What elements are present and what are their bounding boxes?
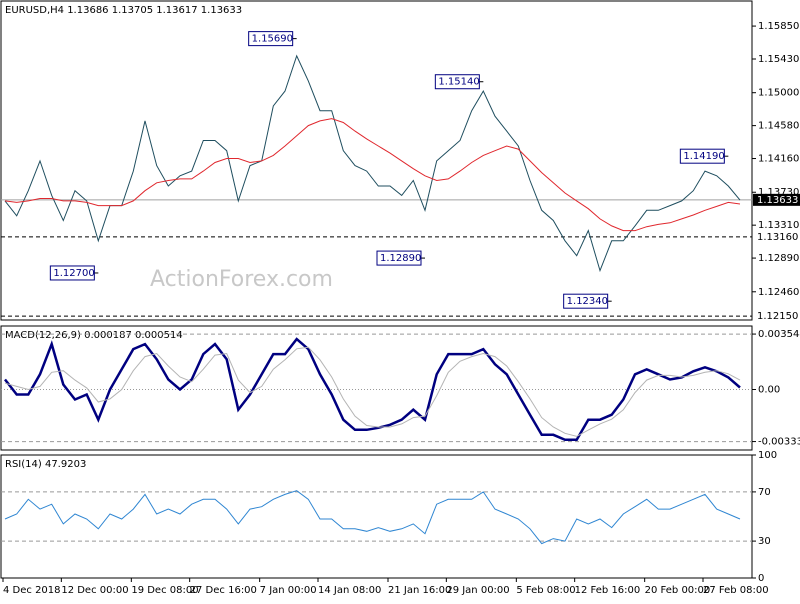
level-label: 1.13633 (757, 195, 798, 206)
y-tick-label: 1.13730 (758, 187, 799, 198)
level-label-box (753, 193, 800, 206)
x-tick-label: 12 Dec 00:00 (61, 585, 128, 596)
x-tick-label: 19 Dec 08:00 (131, 585, 198, 596)
x-tick-label: 21 Jan 16:00 (388, 585, 451, 596)
x-tick-label: 29 Jan 00:00 (446, 585, 509, 596)
watermark: ActionForex.com (150, 267, 333, 292)
x-tick-label: 14 Jan 08:00 (318, 585, 381, 596)
annotation-label: 1.12340 (567, 296, 608, 307)
annotation-label: 1.12700 (53, 268, 94, 279)
y-tick-label: 0.003544 (758, 329, 800, 340)
y-tick-label: 30 (758, 536, 771, 547)
x-tick-label: 12 Feb 16:00 (575, 585, 641, 596)
y-tick-label: 0 (758, 573, 764, 584)
series-line (4, 337, 741, 442)
panel-title: RSI(14) 47.9203 (5, 459, 86, 470)
y-tick-label: -0.003331 (758, 437, 800, 448)
y-tick-label: 0.00 (758, 384, 780, 395)
annotation-label: 1.15690 (252, 34, 293, 45)
annotation-box (679, 148, 725, 164)
y-tick-label: 1.15000 (758, 88, 799, 99)
annotation-box (376, 250, 422, 266)
panel-frame (0, 454, 753, 579)
x-tick-label: 4 Dec 2018 (3, 585, 61, 596)
x-tick-label: 27 Feb 08:00 (703, 585, 769, 596)
annotation-box (434, 74, 480, 90)
y-tick-label: 1.14160 (758, 154, 799, 165)
annotation-label: 1.12890 (380, 253, 421, 264)
level-label-box (753, 310, 800, 323)
series-line (4, 346, 741, 437)
x-tick-label: 27 Dec 16:00 (190, 585, 257, 596)
y-tick-label: 1.12460 (758, 287, 799, 298)
y-tick-label: 1.14580 (758, 121, 799, 132)
y-tick-label: 1.15850 (758, 21, 799, 32)
panel-frame (0, 0, 753, 321)
annotation-box (49, 265, 95, 281)
y-tick-label: 70 (758, 487, 771, 498)
panel-frame (0, 325, 753, 451)
x-tick-label: 20 Feb 00:00 (645, 585, 711, 596)
panel-title: EURUSD,H4 1.13686 1.13705 1.13617 1.1363… (5, 5, 242, 16)
annotation-label: 1.14190 (683, 151, 724, 162)
series-line (4, 54, 741, 273)
level-label: 1.12150 (757, 311, 798, 322)
level-label: 1.13160 (757, 232, 798, 243)
y-tick-label: 1.12890 (758, 253, 799, 264)
panel-title: MACD(12,26,9) 0.000187 0.000514 (5, 330, 183, 341)
y-tick-label: 1.13310 (758, 220, 799, 231)
x-tick-label: 5 Feb 08:00 (516, 585, 575, 596)
annotation-label: 1.15140 (438, 77, 479, 88)
annotation-box (248, 31, 294, 47)
series-line (4, 118, 741, 232)
level-label-box (753, 230, 800, 243)
y-tick-label: 100 (758, 450, 777, 461)
annotation-box (563, 293, 609, 309)
series-line (4, 490, 741, 545)
y-tick-label: 1.15430 (758, 54, 799, 65)
x-tick-label: 7 Jan 00:00 (260, 585, 317, 596)
